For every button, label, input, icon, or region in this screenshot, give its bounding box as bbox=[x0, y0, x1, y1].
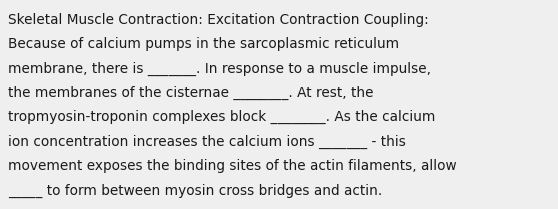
Text: Skeletal Muscle Contraction: Excitation Contraction Coupling:: Skeletal Muscle Contraction: Excitation … bbox=[8, 13, 429, 27]
Text: the membranes of the cisternae ________. At rest, the: the membranes of the cisternae ________.… bbox=[8, 86, 374, 100]
Text: movement exposes the binding sites of the actin filaments, allow: movement exposes the binding sites of th… bbox=[8, 159, 457, 173]
Text: _____ to form between myosin cross bridges and actin.: _____ to form between myosin cross bridg… bbox=[8, 184, 383, 198]
Text: tropmyosin-troponin complexes block ________. As the calcium: tropmyosin-troponin complexes block ____… bbox=[8, 110, 436, 125]
Text: membrane, there is _______. In response to a muscle impulse,: membrane, there is _______. In response … bbox=[8, 61, 431, 76]
Text: ion concentration increases the calcium ions _______ - this: ion concentration increases the calcium … bbox=[8, 135, 406, 149]
Text: Because of calcium pumps in the sarcoplasmic reticulum: Because of calcium pumps in the sarcopla… bbox=[8, 37, 400, 51]
